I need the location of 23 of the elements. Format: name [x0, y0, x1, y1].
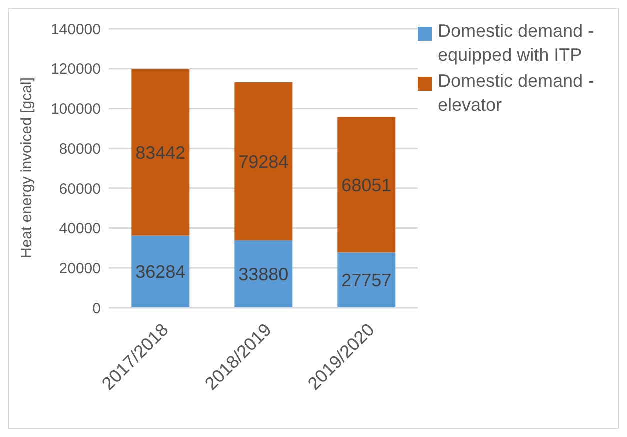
- data-label: 79284: [238, 152, 289, 172]
- data-label: 36284: [136, 262, 186, 282]
- y-tick-label: 100000: [50, 101, 101, 118]
- y-tick-label: 40000: [59, 220, 101, 238]
- legend-label: Domestic demand - elevator: [438, 70, 596, 117]
- data-label: 27757: [342, 270, 392, 291]
- data-label: 83442: [136, 142, 186, 163]
- y-tick-label: 20000: [59, 260, 101, 278]
- y-axis-title: Heat energy invoiced [gcal]: [18, 78, 36, 258]
- bar: [234, 82, 293, 240]
- bar: [132, 69, 190, 236]
- y-tick-label: 120000: [50, 61, 101, 78]
- y-tick-label: 60000: [59, 180, 101, 198]
- y-tick-label: 140000: [50, 21, 101, 38]
- bar: [234, 240, 293, 308]
- legend-label: Domestic demand - equipped with ITP: [438, 20, 596, 67]
- data-label: 68051: [342, 175, 392, 196]
- y-tick-label: 0: [92, 300, 101, 318]
- data-label: 33880: [238, 264, 289, 285]
- y-tick-label: 80000: [59, 140, 101, 158]
- bar: [132, 236, 190, 308]
- bar: [338, 117, 396, 253]
- bar: [338, 252, 396, 308]
